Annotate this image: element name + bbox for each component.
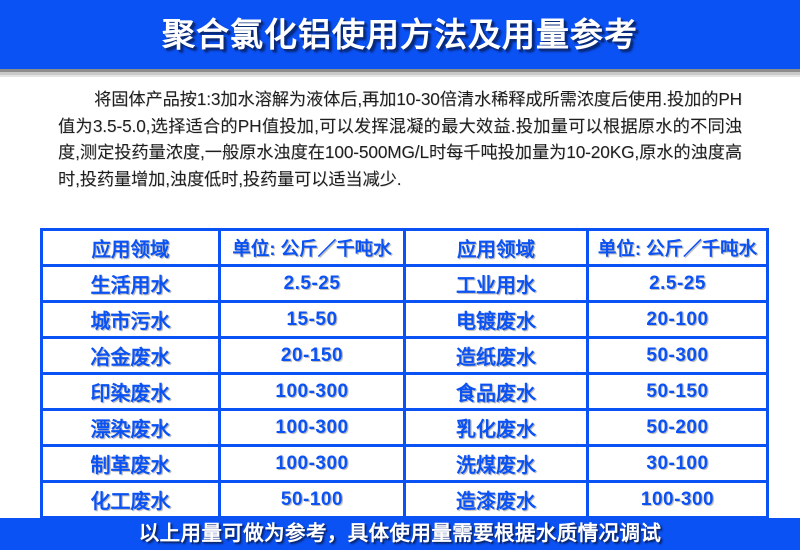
application-name: 乳化废水 <box>403 408 589 447</box>
dosage-value: 20-100 <box>586 300 769 339</box>
column-header-application-left: 应用领域 <box>40 228 221 267</box>
application-name: 造纸废水 <box>403 336 589 375</box>
header-bevel-light <box>0 75 800 77</box>
dosage-reference-table: 应用领域 单位: 公斤／千吨水 应用领域 单位: 公斤／千吨水 生活用水 2.5… <box>40 228 769 519</box>
application-name: 城市污水 <box>40 300 221 339</box>
dosage-value: 100-300 <box>218 372 406 411</box>
application-name: 电镀废水 <box>403 300 589 339</box>
dosage-value: 50-100 <box>218 480 406 519</box>
table-row: 制革废水 100-300 洗煤废水 30-100 <box>40 444 769 483</box>
dosage-value: 30-100 <box>586 444 769 483</box>
table-row: 印染废水 100-300 食品废水 50-150 <box>40 372 769 411</box>
application-name: 食品废水 <box>403 372 589 411</box>
table-row: 生活用水 2.5-25 工业用水 2.5-25 <box>40 264 769 303</box>
table-row: 城市污水 15-50 电镀废水 20-100 <box>40 300 769 339</box>
column-header-unit-left: 单位: 公斤／千吨水 <box>218 228 406 267</box>
application-name: 印染废水 <box>40 372 221 411</box>
table-header-row: 应用领域 单位: 公斤／千吨水 应用领域 单位: 公斤／千吨水 <box>40 228 769 267</box>
table-row: 漂染废水 100-300 乳化废水 50-200 <box>40 408 769 447</box>
footer-note: 以上用量可做为参考，具体使用量需要根据水质情况调试 <box>138 522 662 545</box>
dosage-value: 50-200 <box>586 408 769 447</box>
application-name: 漂染废水 <box>40 408 221 447</box>
usage-instructions-paragraph: 将固体产品按1:3加水溶解为液体后,再加10-30倍清水稀释成所需浓度后使用.投… <box>58 89 742 189</box>
header-banner: 聚合氯化铝使用方法及用量参考 <box>0 0 800 69</box>
dosage-value: 2.5-25 <box>586 264 769 303</box>
application-name: 造漆废水 <box>403 480 589 519</box>
application-name: 洗煤废水 <box>403 444 589 483</box>
table-body: 应用领域 单位: 公斤／千吨水 应用领域 单位: 公斤／千吨水 生活用水 2.5… <box>40 228 769 519</box>
table-row: 化工废水 50-100 造漆废水 100-300 <box>40 480 769 519</box>
intro-block: 将固体产品按1:3加水溶解为液体后,再加10-30倍清水稀释成所需浓度后使用.投… <box>58 86 742 192</box>
application-name: 工业用水 <box>403 264 589 303</box>
application-name: 冶金废水 <box>40 336 221 375</box>
footer-banner: 以上用量可做为参考，具体使用量需要根据水质情况调试 <box>0 518 800 550</box>
header-bevel-dark <box>0 69 800 72</box>
dosage-value: 100-300 <box>218 408 406 447</box>
dosage-value: 2.5-25 <box>218 264 406 303</box>
page-title: 聚合氯化铝使用方法及用量参考 <box>162 16 638 53</box>
column-header-unit-right: 单位: 公斤／千吨水 <box>586 228 769 267</box>
dosage-value: 15-50 <box>218 300 406 339</box>
dosage-value: 50-300 <box>586 336 769 375</box>
dosage-value: 100-300 <box>586 480 769 519</box>
dosage-value: 50-150 <box>586 372 769 411</box>
application-name: 化工废水 <box>40 480 221 519</box>
dosage-value: 20-150 <box>218 336 406 375</box>
dosage-value: 100-300 <box>218 444 406 483</box>
application-name: 制革废水 <box>40 444 221 483</box>
table-row: 冶金废水 20-150 造纸废水 50-300 <box>40 336 769 375</box>
header-bevel-mid <box>0 72 800 75</box>
column-header-application-right: 应用领域 <box>403 228 589 267</box>
application-name: 生活用水 <box>40 264 221 303</box>
